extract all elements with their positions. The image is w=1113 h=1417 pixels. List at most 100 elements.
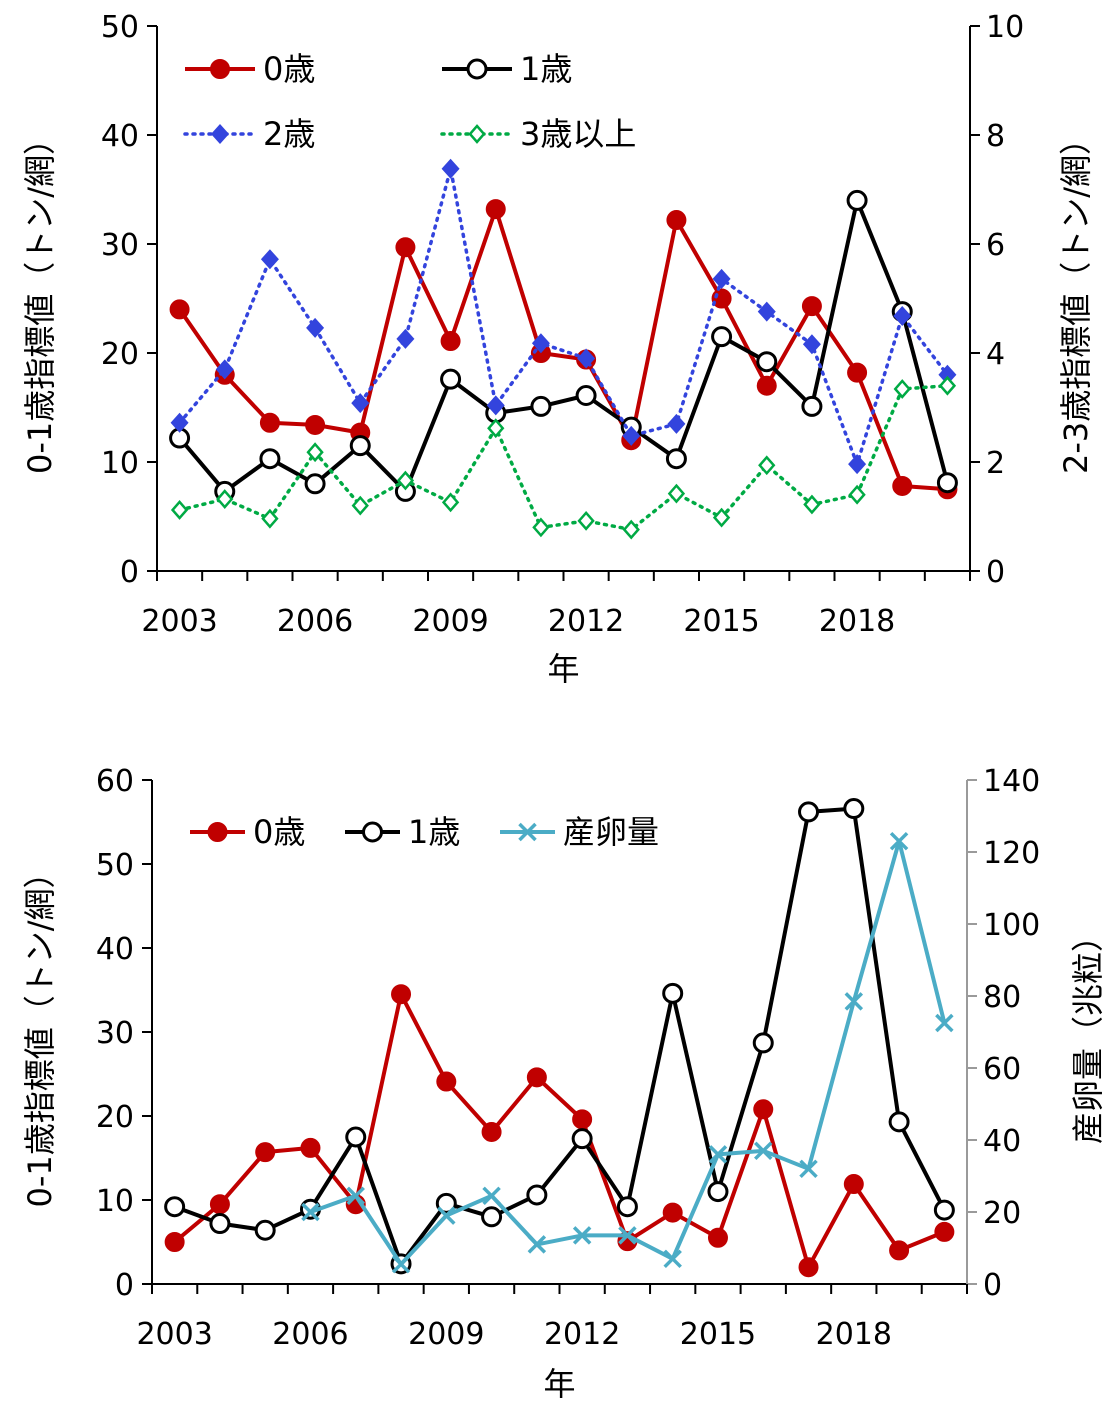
x-tick-label: 2015: [680, 1317, 756, 1352]
legend-marker: [211, 124, 229, 144]
data-point: [345, 1126, 367, 1148]
x-tick-label: 2012: [548, 604, 624, 639]
data-point: [435, 1192, 457, 1214]
data-point: [260, 249, 279, 270]
data-point: [712, 507, 731, 528]
data-point: [481, 1121, 502, 1142]
data-point: [938, 364, 957, 385]
series-line: [178, 198, 950, 494]
data-point: [846, 189, 868, 211]
data-point: [892, 475, 913, 496]
data-point: [662, 1202, 683, 1223]
series-line: [177, 383, 950, 532]
data-point: [753, 1099, 774, 1120]
data-point: [255, 1142, 276, 1163]
left-tick-label: 10: [96, 1184, 134, 1219]
data-point: [485, 199, 506, 220]
data-point: [391, 984, 412, 1005]
data-point: [618, 1226, 637, 1245]
chart-1: 0 10 20 30 40 50 0 2 4 6 8 10 2003 2006 2009 2012 2015 20…: [21, 10, 1095, 688]
data-point: [622, 425, 641, 446]
series-産卵量: [301, 831, 954, 1274]
data-point: [395, 237, 416, 258]
right-tick-label: 4: [986, 337, 1005, 372]
data-point: [532, 517, 550, 538]
data-point: [622, 519, 640, 540]
data-point: [843, 798, 865, 820]
data-point: [754, 1141, 773, 1161]
legend-label: 1歳: [520, 50, 572, 88]
right-tick-label: 6: [986, 228, 1005, 263]
data-point: [708, 1145, 728, 1164]
series-line: [177, 167, 950, 466]
series-2歳: [170, 158, 957, 475]
x-tick-label: 2018: [819, 604, 895, 639]
data-point: [616, 1196, 638, 1218]
x-tick-label: 2006: [277, 604, 353, 639]
data-point: [889, 831, 909, 851]
series-3歳以上: [170, 375, 957, 540]
x-axis-title: 年: [547, 650, 579, 688]
data-point: [757, 301, 776, 322]
x-tick-label: 2009: [412, 604, 488, 639]
right-tick-label: 100: [983, 908, 1040, 943]
right-tick-label: 2: [986, 446, 1005, 481]
data-point: [209, 1213, 231, 1235]
data-point: [711, 326, 733, 348]
legend-entry: 2歳: [183, 115, 315, 153]
data-point: [482, 1186, 501, 1206]
legend-entry: 1歳: [345, 813, 460, 851]
data-point: [758, 455, 776, 476]
data-point: [712, 268, 731, 289]
data-point: [437, 1206, 456, 1225]
data-point: [169, 299, 190, 320]
chart-2: 0 10 20 30 40 50 60 0 20 40 60 80 100 120 140 2003 2006 2…: [21, 764, 1107, 1403]
left-tick-label: 0: [120, 555, 139, 590]
data-point: [164, 1196, 186, 1218]
data-point: [164, 1232, 185, 1252]
data-point: [933, 1199, 955, 1221]
data-point: [301, 1202, 320, 1222]
left-tick-label: 20: [96, 1100, 134, 1135]
data-point: [844, 992, 864, 1011]
legend-marker: [207, 822, 228, 842]
legend-label: 0歳: [263, 50, 315, 88]
left-tick-label: 20: [101, 337, 139, 372]
right-tick-label: 8: [986, 119, 1005, 154]
left-tick-label: 60: [96, 764, 134, 799]
data-point: [663, 1249, 682, 1269]
data-point: [170, 500, 189, 520]
data-point: [667, 483, 686, 504]
x-tick-label: 2015: [683, 604, 759, 639]
data-point: [752, 1032, 774, 1054]
legend-marker: [468, 124, 486, 144]
right-tick-label: 120: [983, 836, 1040, 871]
data-point: [798, 801, 820, 823]
data-point: [938, 375, 957, 396]
data-point: [436, 1071, 457, 1092]
left-axis-title: 0-1歳指標値（トン/網）: [21, 856, 59, 1207]
x-tick-label: 2012: [544, 1317, 620, 1352]
legend-marker: [518, 822, 537, 842]
right-tick-label: 60: [983, 1052, 1021, 1087]
data-point: [707, 1181, 729, 1203]
legend-label: 産卵量: [563, 813, 659, 851]
right-tick-label: 0: [986, 555, 1005, 590]
x-axis-title: 年: [543, 1365, 575, 1403]
data-point: [803, 494, 821, 515]
data-point: [351, 393, 370, 414]
data-point: [486, 395, 505, 416]
legend-entry: 産卵量: [500, 813, 659, 851]
data-point: [349, 435, 371, 457]
x-tick-label: 2006: [272, 1317, 348, 1352]
data-point: [396, 470, 415, 491]
legend-entry: 0歳: [185, 50, 315, 88]
data-point: [261, 508, 279, 529]
data-point: [848, 484, 866, 505]
data-point: [799, 1159, 818, 1179]
legend-entry: 3歳以上: [440, 115, 636, 153]
right-tick-label: 140: [983, 764, 1040, 799]
data-point: [843, 1174, 864, 1195]
data-point: [801, 296, 822, 317]
